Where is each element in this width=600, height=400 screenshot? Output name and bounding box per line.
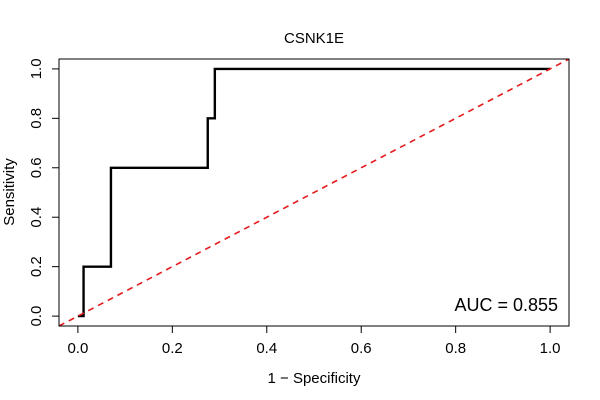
y-tick-label: 1.0 [28, 58, 45, 79]
roc-curve [77, 67, 551, 318]
x-axis: 0.0 0.2 0.4 0.6 0.8 1.0 [67, 325, 561, 357]
chart-title: CSNK1E [284, 30, 344, 47]
x-tick-label: 1.0 [540, 340, 561, 357]
x-tick-label: 0.4 [256, 340, 277, 357]
auc-annotation: AUC = 0.855 [454, 295, 558, 315]
y-tick-label: 0.8 [28, 108, 45, 129]
y-tick-label: 0.4 [28, 207, 45, 228]
y-axis: 0.0 0.2 0.4 0.6 0.8 1.0 [28, 58, 60, 327]
y-axis-title: Sensitivity [1, 158, 18, 226]
y-tick-label: 0.6 [28, 157, 45, 178]
x-tick-label: 0.8 [445, 340, 466, 357]
x-tick-label: 0.6 [351, 340, 372, 357]
y-tick-label: 0.0 [28, 306, 45, 327]
y-tick-label: 0.2 [28, 256, 45, 277]
x-tick-label: 0.2 [162, 340, 183, 357]
x-tick-label: 0.0 [67, 340, 88, 357]
plot-layer [58, 58, 570, 327]
reference-diagonal [58, 58, 570, 327]
x-axis-title: 1 − Specificity [268, 370, 361, 387]
